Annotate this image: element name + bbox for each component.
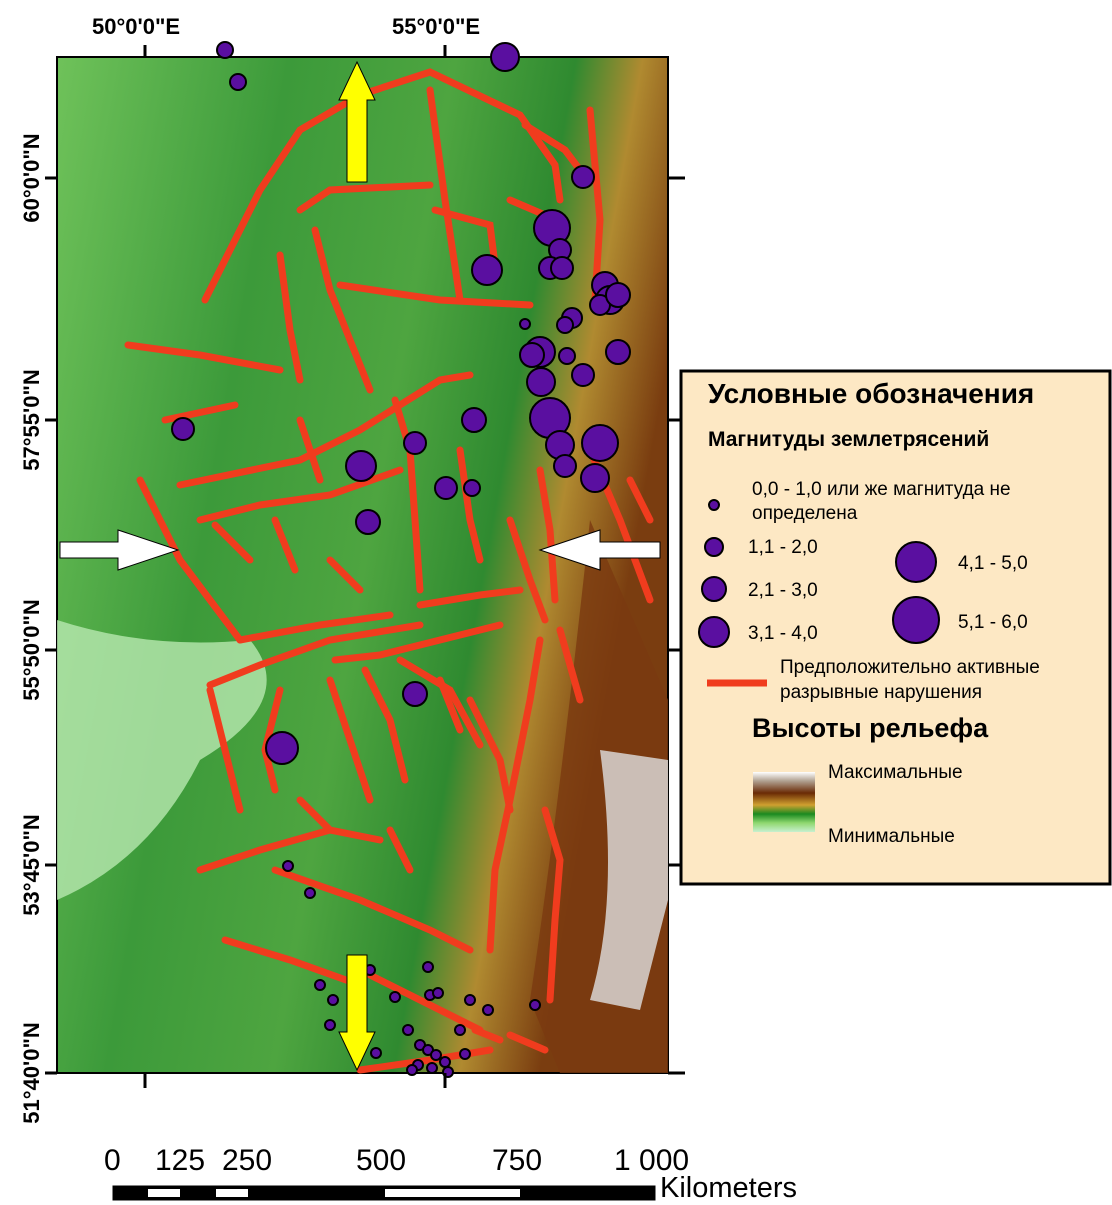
earthquake: [464, 480, 480, 496]
earthquake: [551, 257, 573, 279]
earthquake: [217, 42, 233, 58]
scale-label: 125: [155, 1144, 205, 1178]
earthquake: [431, 1050, 441, 1060]
earthquake: [423, 962, 433, 972]
legend-title: Условные обозначения: [708, 378, 1034, 410]
lat-label: 57°55'0"N: [19, 369, 44, 471]
earthquake: [315, 980, 325, 990]
earthquake: [581, 464, 609, 492]
earthquake: [559, 348, 575, 364]
scale-label: 250: [222, 1144, 272, 1178]
legend-subtitle: Магнитуды землетрясений: [708, 428, 989, 452]
earthquake: [390, 992, 400, 1002]
earthquake: [407, 1065, 417, 1075]
earthquake: [472, 255, 502, 285]
legend-item: Минимальные: [828, 826, 955, 848]
earthquake: [483, 1005, 493, 1015]
page: 60°0'0"N 57°55'0"N 55°50'0"N 53°45'0"N 51°40…: [0, 0, 1112, 1204]
earthquake: [172, 418, 194, 440]
earthquake: [572, 166, 594, 188]
earthquake: [328, 995, 338, 1005]
earthquake: [520, 319, 530, 329]
scale-label: 0: [104, 1144, 121, 1178]
earthquake: [527, 368, 555, 396]
scale-label: 750: [492, 1144, 542, 1178]
earthquake: [491, 43, 519, 71]
earthquake: [371, 1048, 381, 1058]
earthquake: [346, 451, 376, 481]
lat-label: 55°50'0"N: [19, 599, 44, 701]
earthquake: [230, 74, 246, 90]
legend-item: 5,1 - 6,0: [958, 612, 1028, 634]
legend-subtitle: Высоты рельефа: [752, 713, 988, 744]
earthquake: [435, 477, 457, 499]
earthquake: [554, 455, 576, 477]
earthquake: [606, 283, 630, 307]
legend-item: Предположительно активные разрывные нару…: [780, 655, 1112, 705]
earthquake: [606, 340, 630, 364]
legend-item: 3,1 - 4,0: [748, 623, 818, 645]
legend-item: 1,1 - 2,0: [748, 537, 818, 559]
lon-label: 55°0'0"E: [392, 14, 480, 40]
earthquake: [455, 1025, 465, 1035]
earthquake: [546, 431, 574, 459]
earthquake: [582, 425, 618, 461]
legend-relief: [753, 772, 815, 832]
scale-bar: [113, 1186, 655, 1200]
earthquake: [557, 317, 573, 333]
earthquake: [530, 1000, 540, 1010]
earthquake: [403, 1025, 413, 1035]
lon-label: 50°0'0"E: [92, 14, 180, 40]
scale-label: 500: [356, 1144, 406, 1178]
earthquake: [283, 861, 293, 871]
earthquake: [266, 732, 298, 764]
earthquake: [460, 1049, 470, 1059]
earthquake: [440, 1057, 450, 1067]
legend-item: Максимальные: [828, 762, 963, 784]
scale-unit: Kilometers: [660, 1172, 797, 1205]
legend-item: 4,1 - 5,0: [958, 553, 1028, 575]
earthquake: [305, 888, 315, 898]
earthquake: [520, 343, 544, 367]
earthquake: [325, 1020, 335, 1030]
earthquake: [356, 510, 380, 534]
map-figure: 60°0'0"N 57°55'0"N 55°50'0"N 53°45'0"N 51°40…: [0, 0, 1112, 1204]
lat-label: 51°40'0"N: [19, 1022, 44, 1124]
lat-label: 53°45'0"N: [19, 814, 44, 916]
legend-item: 0,0 - 1,0 или же магнитуда не определена: [752, 478, 1072, 526]
earthquake: [404, 432, 426, 454]
lat-label: 60°0'0"N: [19, 133, 44, 222]
earthquake: [433, 988, 443, 998]
earthquake: [462, 408, 486, 432]
earthquake: [572, 364, 594, 386]
earthquake: [427, 1063, 437, 1073]
legend-item: 2,1 - 3,0: [748, 580, 818, 602]
earthquake: [465, 995, 475, 1005]
earthquake: [403, 682, 427, 706]
